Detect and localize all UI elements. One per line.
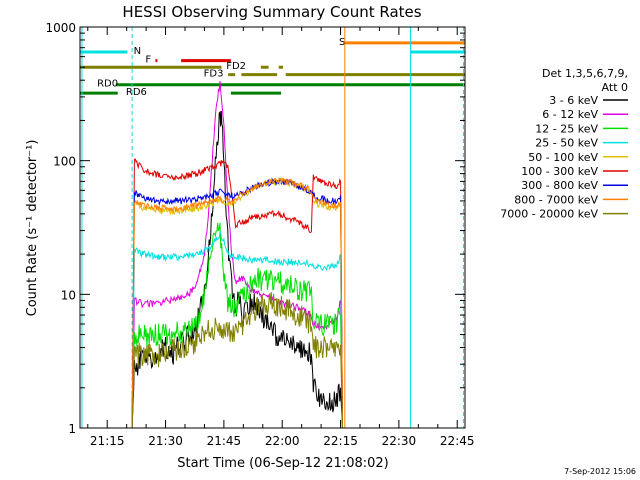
timestamp: 7-Sep-2012 15:06 <box>564 467 636 476</box>
y-tick-label: 1 <box>68 422 76 436</box>
x-tick-label: 22:30 <box>382 434 417 448</box>
x-axis-label: Start Time (06-Sep-12 21:08:02) <box>177 456 388 471</box>
flag-label-rd6: RD6 <box>126 87 147 98</box>
series-line-3 <box>131 222 343 429</box>
flag-label-fd2: FD2 <box>226 61 246 72</box>
y-axis-ticks: 1 10 100 1000 <box>45 21 465 436</box>
x-tick-label: 21:15 <box>90 434 125 448</box>
flag-label-s: S <box>339 37 345 48</box>
y-tick-label: 1000 <box>45 21 76 35</box>
series-line-6 <box>131 158 343 429</box>
legend-entry-label: 300 - 800 keV <box>521 179 598 192</box>
chart-title: HESSI Observing Summary Count Rates <box>122 3 421 21</box>
legend-entry-label: 50 - 100 keV <box>528 151 598 164</box>
legend-entry-label: 25 - 50 keV <box>535 137 598 150</box>
series-line-2 <box>131 80 343 429</box>
series-lines <box>131 80 343 429</box>
series-line-1 <box>131 110 343 429</box>
x-tick-label: 22:00 <box>265 434 300 448</box>
x-tick-label: 21:45 <box>207 434 242 448</box>
x-tick-label: 22:45 <box>440 434 475 448</box>
y-tick-label: 10 <box>61 288 76 302</box>
x-axis-ticks: 21:15 21:30 21:45 22:00 22:15 22:30 22:45 <box>87 27 475 448</box>
legend-entry-label: 12 - 25 keV <box>535 122 598 135</box>
flag-label-n: N <box>134 46 141 57</box>
flag-label-f: F <box>145 55 151 66</box>
plot-frame <box>79 26 466 429</box>
legend-header-line-1: Det 1,3,5,6,7,9, <box>542 67 628 80</box>
y-tick-label: 100 <box>53 155 76 169</box>
legend-entry-label: 800 - 7000 keV <box>514 193 598 206</box>
series-line-8 <box>131 176 343 429</box>
series-line-7 <box>131 177 343 429</box>
legend-entry-label: 6 - 12 keV <box>542 108 598 121</box>
series-line-4 <box>131 229 343 429</box>
x-tick-label: 21:30 <box>148 434 183 448</box>
legend-entry-label: 7000 - 20000 keV <box>500 208 598 221</box>
flag-label-fd3: FD3 <box>204 69 224 80</box>
legend-entry-label: 100 - 300 keV <box>521 165 598 178</box>
series-line-9 <box>131 292 343 429</box>
legend-entry-label: 3 - 6 keV <box>549 94 598 107</box>
x-tick-label: 22:15 <box>323 434 358 448</box>
legend-header-line-2: Att 0 <box>602 81 628 94</box>
y-axis-label: Count Rate (s⁻¹ detector⁻¹) <box>25 140 40 317</box>
flag-label-rd0: RD0 <box>97 79 118 90</box>
vertical-markers <box>81 27 464 428</box>
